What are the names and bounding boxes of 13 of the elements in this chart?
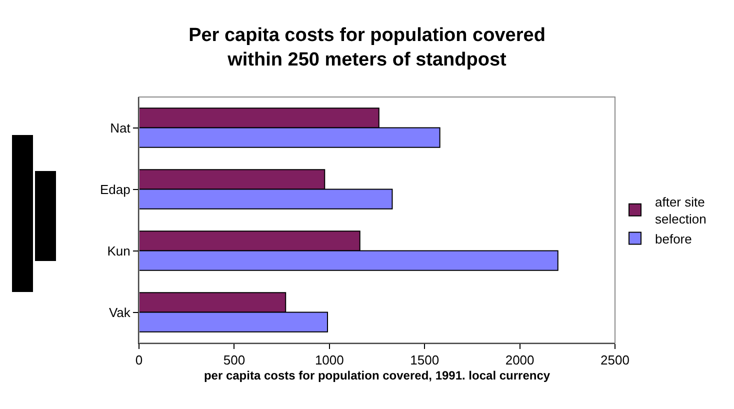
legend-label: before <box>655 231 692 246</box>
x-tick-label: 1500 <box>410 352 440 368</box>
y-tick-label: Vak <box>108 304 131 320</box>
y-tick-label: Nat <box>110 120 131 136</box>
x-tick-label: 0 <box>135 352 143 368</box>
x-axis-title: per capita costs for population covered, 1991. local currency <box>204 368 550 382</box>
x-tick-label: 1000 <box>314 352 344 368</box>
x-tick-label: 2500 <box>600 352 630 368</box>
y-tick-label: Kun <box>107 243 130 258</box>
x-tick-label: 500 <box>223 352 246 368</box>
x-tick-label: 2000 <box>505 352 534 368</box>
y-tick-label: Edap <box>100 182 130 197</box>
chart-title: Per capita costs for population covered within 250 meters of standpost <box>188 24 546 71</box>
